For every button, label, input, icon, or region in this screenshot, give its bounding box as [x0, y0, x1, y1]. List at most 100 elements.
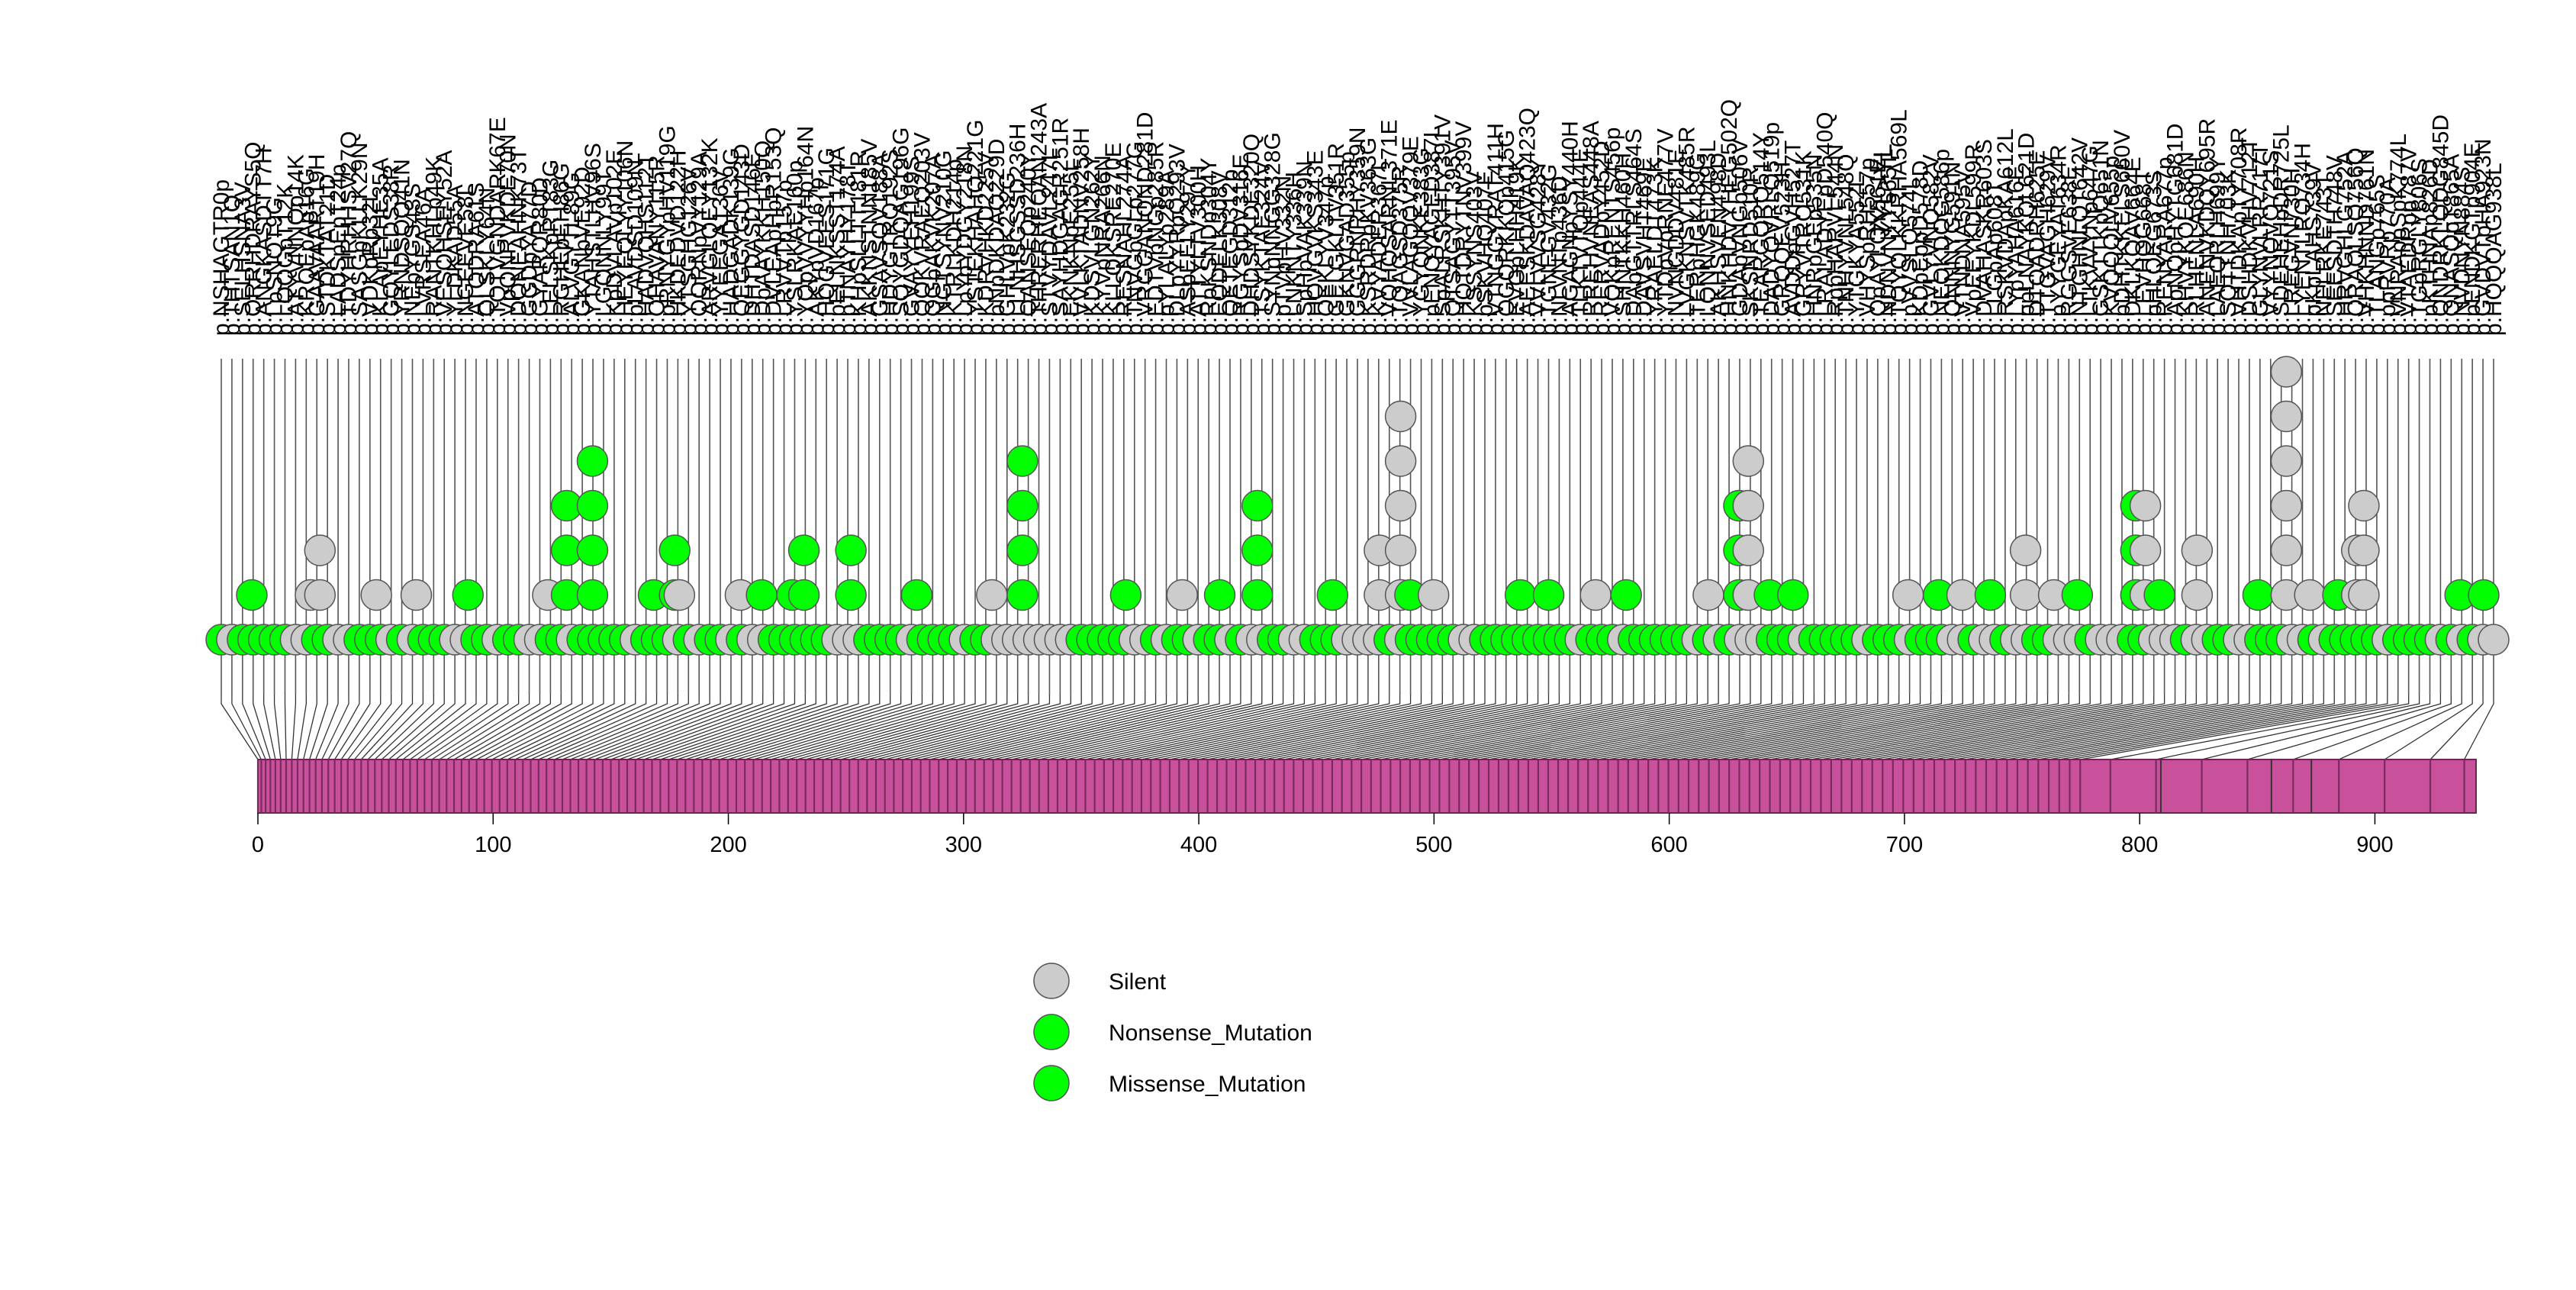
mutation-dot	[2181, 579, 2214, 611]
mutation-dot	[1006, 534, 1038, 566]
mutation-label: p.pTVpHV332N	[1271, 176, 1296, 336]
mutation-dot	[1974, 579, 2007, 611]
connector-line	[779, 695, 976, 760]
connector-line	[610, 695, 764, 760]
mutation-dot	[2270, 489, 2303, 522]
connector-line	[253, 695, 271, 760]
connector-line	[1841, 695, 2155, 760]
legend: Silent Nonsense_Mutation Missense_Mutation	[1033, 963, 1312, 1101]
mutation-label: p.pKpLAHS739V	[2301, 163, 2326, 336]
mutation-dot	[1384, 489, 1417, 522]
mutation-dot	[2242, 579, 2275, 611]
connector-line	[1718, 695, 2027, 760]
connector-line	[643, 695, 807, 760]
connector-line	[554, 695, 689, 760]
connector-line	[374, 695, 434, 760]
mutation-label: p.KSRDRpKV363G	[1356, 137, 1381, 336]
mutation-label: p.GHLVpK232G	[995, 172, 1020, 336]
mutation-label: p.YLDKAD55A	[443, 185, 468, 336]
mutation-label: p.KVQQQLV655p	[2099, 156, 2124, 336]
mutation-label: p.LVGKNSVTK485R	[1674, 126, 1699, 336]
connector-line	[956, 695, 1188, 760]
connector-line	[1449, 695, 1740, 760]
connector-line	[1312, 695, 1592, 760]
mutation-label: p.ALVGYTL89G	[559, 172, 584, 336]
mutation-label: p.pYYGEYAT634R	[2046, 144, 2071, 336]
mutation-label: p.HQQQAG938L	[2481, 163, 2507, 336]
connector-line	[858, 695, 1071, 760]
mutation-dot	[2129, 534, 2162, 566]
connector-line	[685, 695, 859, 760]
connector-line	[1699, 695, 2006, 760]
mutation-label: p.TQAGSD375R	[1388, 166, 1413, 336]
connector-line	[570, 695, 710, 760]
mutation-label: p.VYYNQVQ721S	[2259, 150, 2284, 336]
mutation-label: p.QNASQpT865A	[2439, 154, 2464, 336]
connector-line	[1011, 695, 1252, 760]
mutation-label: p.LRALADYEpD540Q	[1812, 112, 1837, 337]
mutation-dot	[1610, 579, 1642, 611]
legend-swatch	[1033, 1065, 1070, 1101]
mutation-dot	[835, 534, 867, 566]
connector-line	[694, 695, 870, 760]
mutation-dot	[2348, 489, 2380, 522]
mutation-label: p.LpYpYDGY218N	[952, 145, 977, 336]
mutation-label: p.pNpDKDAQ229D	[984, 139, 1009, 336]
mutation-dot	[304, 579, 336, 611]
connector-line	[1216, 695, 1486, 760]
mutation-label: p.GSKTTKpQ651N	[2088, 140, 2114, 336]
x-tick-label: 300	[945, 833, 982, 857]
connector-line	[823, 695, 1029, 760]
connector-line	[367, 695, 424, 760]
mutation-label: p.SASGpKLLK29N	[347, 143, 372, 337]
connector-line	[947, 695, 1178, 760]
connector-line	[1469, 695, 1762, 760]
connector-line	[263, 695, 276, 760]
mutation-label: p.RESNAHL274A	[1112, 155, 1137, 336]
x-tick-label: 100	[475, 833, 511, 857]
mutation-label: p.GLYNVLRR717T	[2248, 143, 2273, 336]
connector-line	[1400, 695, 1688, 760]
mutation-label: p.VNRAppSpK774L	[2386, 134, 2411, 336]
connector-line	[2293, 695, 2452, 760]
mutation-label: p.TEARGQRQ514Y	[1749, 132, 1774, 336]
connector-line	[2464, 695, 2494, 760]
mutation-label: p.VVLAGQQV379E	[1399, 136, 1424, 336]
connector-line	[2027, 695, 2346, 760]
connector-line	[1103, 695, 1358, 760]
connector-line	[1390, 695, 1677, 760]
mutation-label: p.pENDKGTp904E	[2460, 143, 2485, 336]
connector-line	[1588, 695, 1889, 760]
mutation-label: p.KYVpNRA266N	[1090, 155, 1116, 336]
mutation-label: p.RppHARVL544N	[1823, 144, 1848, 336]
legend-swatch	[1033, 963, 1070, 999]
connector-line	[635, 695, 796, 760]
connector-line	[1872, 695, 2187, 760]
mutation-label: p.SHNTKKH460H	[1611, 153, 1636, 336]
connector-line	[1892, 695, 2207, 760]
connector-line	[297, 695, 307, 760]
mutation-dot	[1006, 579, 1038, 611]
mutation-dot	[2348, 579, 2380, 611]
connector-line	[1668, 695, 1974, 760]
mutation-label: p.DSHDKVHV712T	[2237, 137, 2262, 336]
connector-line	[1360, 695, 1645, 760]
connector-line	[2007, 695, 2324, 760]
mutation-label: p.LQNNVSED493L	[1695, 140, 1721, 336]
mutation-dot	[2181, 534, 2214, 566]
mutation-dot	[1946, 579, 1979, 611]
mutation-dot	[1006, 445, 1038, 477]
mutation-label: p.LGQNNLY99T	[591, 169, 617, 336]
connector-line	[410, 695, 488, 760]
mutation-label: p.TLKTVTQp444E	[1568, 147, 1593, 336]
domain-bar	[257, 759, 2477, 814]
mutation-label: p.SQTTNH703K	[2216, 169, 2241, 336]
mutation-label: p.SpALRSKHTY391V	[1430, 114, 1455, 336]
mutation-label: p.HQTDRYTNV399V	[1451, 121, 1476, 336]
connector-line	[993, 695, 1231, 760]
connector-line	[813, 695, 1019, 760]
mutation-label: p.AEESKDAVAQ423Q	[1515, 108, 1541, 336]
mutation-label: p.GRYVTRQ531K	[1791, 150, 1816, 336]
connector-line	[347, 695, 392, 760]
mutation-label: p.RGHEpEH86G	[549, 163, 574, 336]
